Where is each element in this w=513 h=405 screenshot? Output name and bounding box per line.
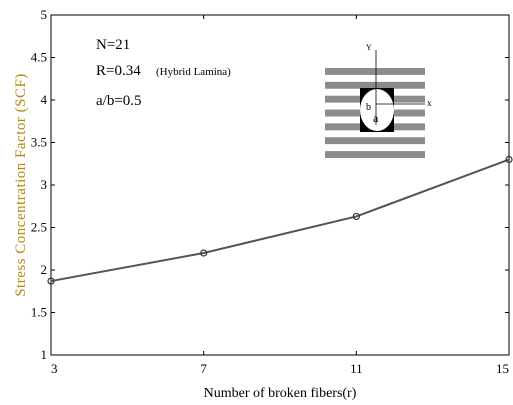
y-tick-label: 4: [41, 92, 48, 107]
x-tick-label: 3: [51, 361, 58, 376]
y-tick-label: 5: [41, 7, 48, 22]
inset-x-label: x: [427, 98, 432, 108]
x-tick-label: 11: [350, 361, 363, 376]
y-tick-label: 2.5: [31, 220, 47, 235]
data-point: [200, 249, 208, 257]
y-tick-label: 3.5: [31, 135, 47, 150]
data-point: [505, 155, 513, 164]
inset-stripe: [325, 151, 425, 158]
y-axis-title: Stress Concentration Factor (SCF): [13, 73, 29, 297]
inset-stripe: [325, 68, 425, 75]
series-group: [47, 155, 513, 285]
tick-labels: 1 1.5 2 2.5 3 3.5 4 4.5 5 3 7 11 15: [31, 7, 509, 376]
x-tick-label: 7: [200, 361, 207, 376]
x-tick-label: 15: [496, 361, 509, 376]
annotation-r-note: (Hybrid Lamina): [156, 66, 231, 78]
annotation-ab: a/b=0.5: [96, 93, 142, 109]
y-tick-label: 4.5: [31, 50, 47, 65]
axis-ticks: [50, 14, 510, 356]
inset-stripe: [325, 137, 425, 145]
inset-schematic: Y x a b: [325, 43, 432, 158]
y-tick-label: 1.5: [31, 305, 47, 320]
annotation-r: R=0.34: [96, 63, 141, 79]
data-point: [352, 212, 360, 221]
data-point: [47, 277, 55, 285]
y-tick-label: 2: [41, 262, 48, 277]
series-line: [50, 158, 510, 283]
x-axis-title: Number of broken fibers(r): [204, 386, 357, 401]
inset-stripe: [325, 81, 425, 89]
inset-a-label: a: [373, 111, 379, 125]
annotation-n: N=21: [96, 37, 130, 53]
inset-y-label: Y: [366, 43, 372, 52]
inset-hole: [360, 89, 394, 131]
y-tick-label: 3: [41, 177, 48, 192]
inset-b-label: b: [366, 102, 371, 113]
y-tick-label: 1: [41, 347, 48, 362]
